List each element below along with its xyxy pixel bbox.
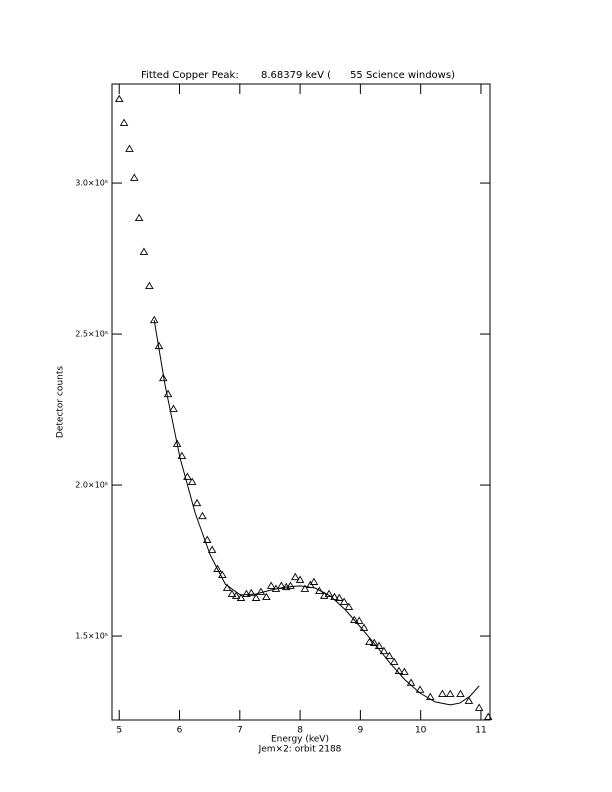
y-tick-label: 2.0×10⁵ <box>75 481 108 490</box>
data-point <box>125 144 134 152</box>
data-point <box>187 477 197 485</box>
data-point <box>163 389 173 398</box>
data-point <box>350 615 359 623</box>
data-point <box>256 587 266 595</box>
x-tick-label: 5 <box>116 726 122 736</box>
data-point <box>464 696 474 704</box>
data-point <box>400 667 409 675</box>
data-point <box>286 581 295 589</box>
data-point <box>389 657 399 665</box>
fit-line <box>153 320 480 706</box>
data-point <box>130 173 139 181</box>
data-point <box>177 451 187 460</box>
data-point <box>236 593 246 601</box>
data-point <box>114 94 124 103</box>
data-point <box>251 593 261 601</box>
data-point <box>158 373 168 382</box>
data-point <box>300 584 310 592</box>
x-tick-label: 10 <box>415 726 427 736</box>
data-point <box>415 685 425 693</box>
data-point <box>354 616 364 624</box>
data-point <box>315 586 324 594</box>
data-point <box>456 689 465 697</box>
data-point <box>213 564 222 572</box>
data-point <box>202 535 212 543</box>
data-point <box>339 597 349 605</box>
plot-frame <box>111 83 491 721</box>
x-tick-label: 11 <box>475 726 486 736</box>
data-point <box>385 651 394 659</box>
chart-title: Fitted Copper Peak: 8.68379 keV ( 55 Sci… <box>141 70 455 81</box>
data-point <box>231 591 241 599</box>
data-point <box>246 588 256 597</box>
data-point <box>222 583 232 591</box>
data-point <box>172 439 182 447</box>
x-tick-label: 7 <box>237 726 243 736</box>
y-tick-label: 3.0×10⁵ <box>75 179 108 188</box>
data-point <box>309 577 319 585</box>
data-point <box>277 581 286 589</box>
y-tick-label: 1.5×10⁵ <box>75 632 108 641</box>
data-point <box>198 511 207 520</box>
data-point <box>134 213 144 222</box>
data-point <box>438 689 447 697</box>
data-point <box>374 641 384 649</box>
data-point <box>445 689 455 697</box>
y-axis-label: Detector counts <box>56 366 66 438</box>
data-point <box>145 281 154 289</box>
data-point <box>227 589 237 598</box>
subtitle: Jem×2: orbit 2188 <box>258 745 342 755</box>
data-point <box>290 572 300 581</box>
data-point <box>365 637 374 646</box>
data-point <box>139 247 149 255</box>
y-tick-label: 2.5×10⁵ <box>75 330 108 339</box>
data-point <box>334 593 344 601</box>
data-point <box>207 545 217 553</box>
x-tick-label: 8 <box>297 726 303 736</box>
data-point <box>359 623 369 631</box>
x-tick-label: 9 <box>358 726 364 736</box>
data-point <box>295 575 305 583</box>
data-point <box>324 589 334 598</box>
data-point <box>483 712 493 720</box>
data-point <box>242 589 251 598</box>
x-axis-label: Energy (keV) <box>271 735 329 745</box>
data-point <box>379 646 389 655</box>
data-point <box>192 498 202 507</box>
data-point <box>474 703 484 711</box>
data-point <box>119 118 129 126</box>
data-point <box>262 592 271 601</box>
x-tick-label: 6 <box>177 726 183 736</box>
data-point <box>344 602 354 611</box>
data-point <box>266 581 276 589</box>
data-point <box>169 404 178 412</box>
data-point <box>369 638 379 646</box>
